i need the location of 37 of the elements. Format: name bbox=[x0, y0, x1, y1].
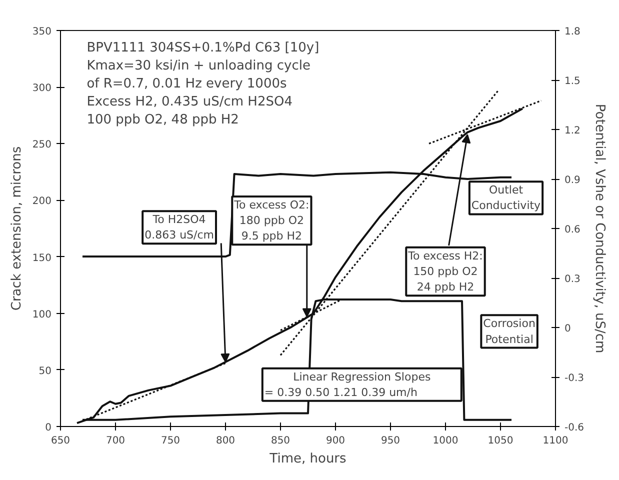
x-tick-label: 900 bbox=[326, 436, 346, 446]
y-tick-label: 0 bbox=[45, 422, 52, 434]
x-tick-label: 850 bbox=[270, 436, 290, 446]
x-axis-title: Time, hours bbox=[268, 452, 347, 466]
series-label: Outlet Conductivity bbox=[471, 184, 542, 212]
y2-tick-label: -0.6 bbox=[564, 422, 584, 434]
y2-tick-label: 0 bbox=[564, 324, 571, 334]
y2-tick-label: 1.5 bbox=[564, 76, 580, 87]
y2-tick-label: -0.3 bbox=[564, 373, 584, 384]
x-tick-label: 650 bbox=[50, 436, 70, 446]
y-tick-label: 250 bbox=[32, 140, 52, 151]
y2-axis-title: Potential, Vshe or Conductivity, uS/cm bbox=[592, 104, 608, 354]
x-tick-label: 750 bbox=[160, 436, 180, 446]
x-tick-label: 1100 bbox=[542, 436, 568, 446]
annotation: To excess H2: 150 ppb O2 24 ppb H2 bbox=[407, 249, 483, 294]
x-tick-label: 950 bbox=[380, 436, 400, 446]
annotation: BPV1111 304SS+0.1%Pd C63 [10y] Kmax=30 ksi/in + unloading cycle of R=0.7, 0.01 Hz every 1000s Excess H2, 0.435 uS/cm H2SO4 100 ppb O2, 48 ppb H2 bbox=[86, 40, 320, 128]
x-tick-label: 700 bbox=[106, 436, 126, 446]
y-tick-label: 100 bbox=[32, 309, 52, 320]
annotation: To excess O2: 180 ppb O2 9.5 ppb H2 bbox=[233, 198, 310, 243]
x-tick-label: 1050 bbox=[488, 436, 514, 446]
x-tick-label: 800 bbox=[216, 436, 236, 446]
y2-tick-label: 1.8 bbox=[564, 26, 580, 38]
series-label: Corrosion Potential bbox=[483, 317, 536, 346]
x-tick-label: 1000 bbox=[432, 436, 458, 446]
annotation: Linear Regression Slopes = 0.39 0.50 1.21 0.39 um/h bbox=[264, 370, 431, 399]
y2-tick-label: 1.2 bbox=[564, 126, 580, 136]
y-axis-title: Crack extension, microns bbox=[9, 146, 24, 311]
annotation: To H2SO4 0.863 uS/cm bbox=[144, 213, 214, 242]
y2-tick-label: 0.6 bbox=[564, 224, 580, 236]
y-tick-label: 350 bbox=[32, 26, 52, 38]
y-tick-label: 150 bbox=[32, 252, 52, 264]
y-tick-label: 50 bbox=[38, 366, 52, 377]
y2-tick-label: 0.9 bbox=[564, 175, 580, 186]
y-tick-label: 300 bbox=[32, 83, 52, 94]
y2-tick-label: 0.3 bbox=[564, 274, 580, 285]
y-tick-label: 200 bbox=[32, 196, 52, 208]
